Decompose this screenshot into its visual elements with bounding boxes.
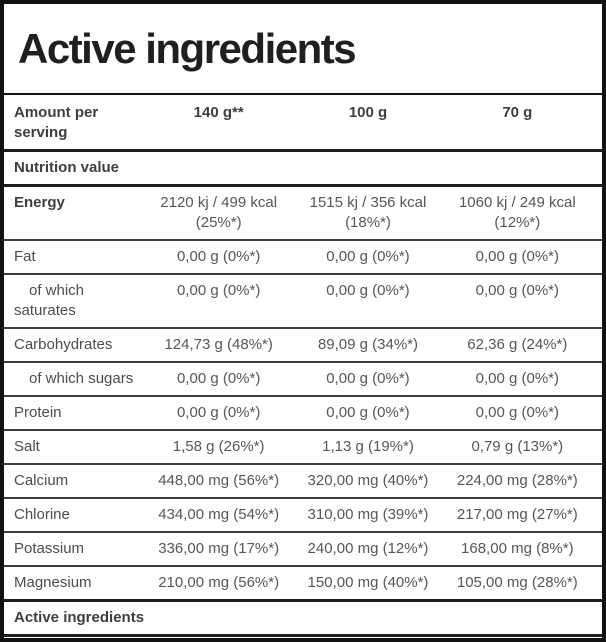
- cell-value: 336,00 mg (17%*): [158, 540, 280, 557]
- page-title: Active ingredients: [18, 24, 357, 72]
- cell-value: 240,00 mg (12%*): [307, 540, 429, 557]
- cell-value: 0,00 g (0%*): [176, 282, 261, 299]
- title-block: Active ingredients: [4, 4, 602, 95]
- cell-value: 0,79 g (13%*): [471, 438, 564, 455]
- cell-value: 0,00 g (0%*): [176, 248, 261, 265]
- header-col-140g: 140 g**: [193, 104, 244, 121]
- value-percent: (18%*): [345, 214, 391, 231]
- table-row-potassium: Potassium 336,00 mg (17%*) 240,00 mg (12…: [4, 533, 602, 567]
- cell-value: 0,00 g (0%*): [475, 248, 560, 265]
- cell-value: 210,00 mg (56%*): [158, 574, 280, 591]
- cell-value: 0,00 g (0%*): [326, 404, 410, 421]
- cell-value: 434,00 mg (54%*): [158, 506, 280, 523]
- cell-value: 224,00 mg (28%*): [456, 472, 578, 489]
- cell-value: 0,00 g (0%*): [475, 404, 560, 421]
- table-row-carbohydrates: Carbohydrates 124,73 g (48%*) 89,09 g (3…: [4, 329, 602, 363]
- row-label: Magnesium: [14, 574, 92, 591]
- value-main: 1060 kj / 249 kcal: [458, 194, 576, 211]
- cell-value: 0,00 g (0%*): [326, 248, 410, 265]
- cell-value: 0,00 g (0%*): [475, 282, 560, 299]
- cell-value: 168,00 mg (8%*): [461, 540, 574, 557]
- cell-value: 217,00 mg (27%*): [456, 506, 578, 523]
- table-row-vitargo: Vitargo® 127,27 g 90,91 g 63,64 g: [4, 637, 602, 638]
- value-percent: (25%*): [195, 214, 242, 231]
- value-percent: (12%*): [494, 214, 541, 231]
- header-col-70g: 70 g: [502, 104, 533, 121]
- table-row-energy: Energy 2120 kj / 499 kcal (25%*) 1515 kj …: [4, 187, 602, 241]
- row-label: Energy: [14, 194, 65, 211]
- table-row-saturates: of which saturates 0,00 g (0%*) 0,00 g (…: [4, 275, 602, 329]
- section-header-row-active-ingredients: Active ingredients: [4, 602, 602, 637]
- cell-value: 0,00 g (0%*): [326, 282, 410, 299]
- table-row-fat: Fat 0,00 g (0%*) 0,00 g (0%*) 0,00 g (0%…: [4, 241, 602, 275]
- cell-value: 150,00 mg (40%*): [307, 574, 429, 591]
- cell-value: 0,00 g (0%*): [475, 370, 560, 387]
- cell-value: 0,00 g (0%*): [176, 404, 261, 421]
- cell-value: 0,00 g (0%*): [326, 370, 410, 387]
- section-header-row-nutrition-value: Nutrition value: [4, 152, 602, 187]
- table-row-protein: Protein 0,00 g (0%*) 0,00 g (0%*) 0,00 g…: [4, 397, 602, 431]
- table-row-salt: Salt 1,58 g (26%*) 1,13 g (19%*) 0,79 g …: [4, 431, 602, 465]
- row-label: Fat: [14, 248, 36, 265]
- cell-value: 1,13 g (19%*): [322, 438, 414, 455]
- row-label: of which saturates: [14, 282, 85, 319]
- row-label: Calcium: [14, 472, 69, 489]
- cell-value: 89,09 g (34%*): [317, 336, 419, 353]
- section-label: Nutrition value: [14, 159, 120, 176]
- table-row-magnesium: Magnesium 210,00 mg (56%*) 150,00 mg (40…: [4, 567, 602, 602]
- cell-value: 105,00 mg (28%*): [456, 574, 578, 591]
- table-row-sugars: of which sugars 0,00 g (0%*) 0,00 g (0%*…: [4, 363, 602, 397]
- cell-value: 1,58 g (26%*): [172, 438, 265, 455]
- table-row-calcium: Calcium 448,00 mg (56%*) 320,00 mg (40%*…: [4, 465, 602, 499]
- cell-value: 310,00 mg (39%*): [307, 506, 429, 523]
- row-label: Potassium: [14, 540, 85, 557]
- cell-value: 2120 kj / 499 kcal (25%*): [144, 193, 293, 233]
- cell-value: 1060 kj / 249 kcal (12%*): [443, 193, 592, 233]
- row-label: of which sugars: [29, 370, 134, 387]
- section-label: Active ingredients: [14, 609, 145, 626]
- cell-value: 124,73 g (48%*): [164, 336, 273, 353]
- value-main: 2120 kj / 499 kcal: [160, 194, 278, 211]
- row-label: Protein: [14, 404, 62, 421]
- cell-value: 1515 kj / 356 kcal (18%*): [293, 193, 442, 233]
- cell-value: 448,00 mg (56%*): [158, 472, 280, 489]
- header-label: Amount per serving: [14, 104, 99, 141]
- header-col-100g: 100 g: [348, 104, 388, 121]
- cell-value: 320,00 mg (40%*): [307, 472, 429, 489]
- row-label: Carbohydrates: [14, 336, 113, 353]
- cell-value: 62,36 g (24%*): [467, 336, 568, 353]
- table-row-chlorine: Chlorine 434,00 mg (54%*) 310,00 mg (39%…: [4, 499, 602, 533]
- row-label: Salt: [14, 438, 40, 455]
- row-label: Chlorine: [14, 506, 70, 523]
- value-main: 1515 kj / 356 kcal: [309, 194, 427, 211]
- cell-value: 0,00 g (0%*): [176, 370, 261, 387]
- table-header-row: Amount per serving 140 g** 100 g 70 g: [4, 95, 602, 152]
